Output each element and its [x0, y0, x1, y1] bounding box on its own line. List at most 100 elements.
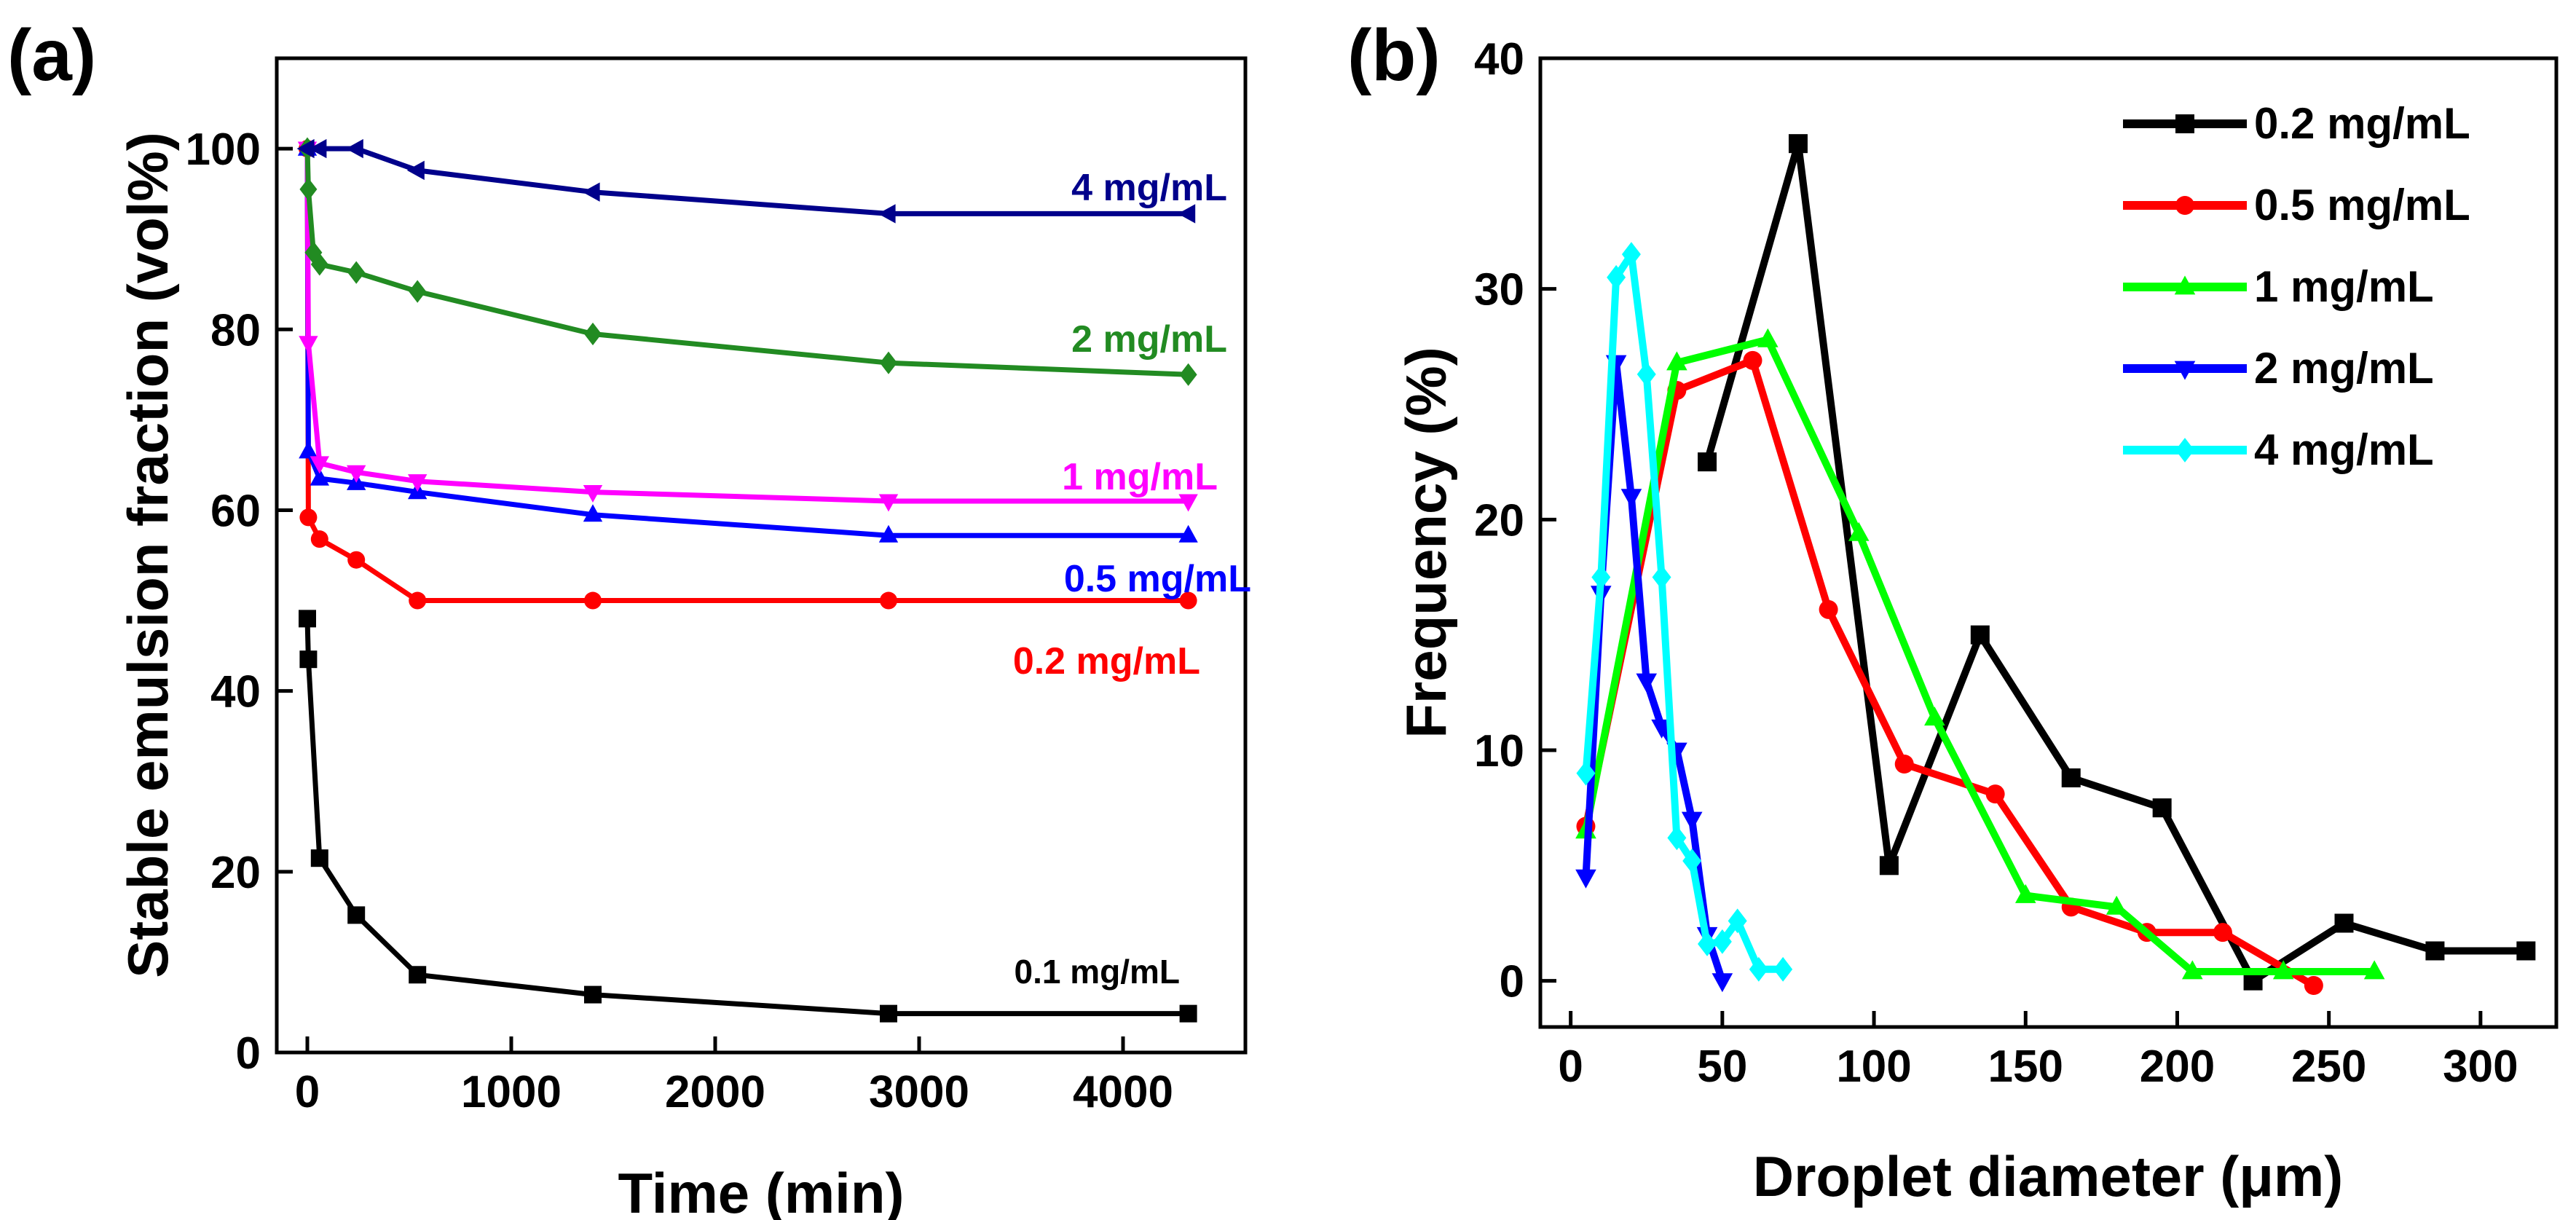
legend-item-2-mg-ml: 2 mg/mL: [2123, 344, 2434, 393]
data-point-2-mg-ml: [584, 322, 602, 346]
data-point-0-5-mg-ml: [1894, 755, 1914, 774]
series-1-mg-ml: [1575, 328, 2385, 980]
panel-a-series: [296, 137, 1198, 1023]
data-point-0-5-mg-ml: [878, 524, 899, 543]
data-point-0-2-mg-ml: [1879, 856, 1899, 875]
data-point-0-2-mg-ml: [2061, 768, 2081, 787]
y-tick-label: 20: [210, 848, 261, 898]
x-tick-label: 200: [2140, 1042, 2215, 1092]
x-tick-label: 0: [1558, 1042, 1583, 1092]
y-tick-label: 60: [210, 486, 261, 536]
series-line-0-1-mg-ml: [304, 618, 1189, 1017]
series-4-mg-ml: [1576, 242, 1793, 982]
data-point-4-mg-ml: [296, 138, 315, 159]
data-point-0-1-mg-ml: [584, 985, 602, 1004]
data-point-1-mg-ml: [310, 456, 329, 474]
data-point-1-mg-ml: [2363, 960, 2385, 980]
series-0-2-mg-ml: [299, 140, 1197, 610]
data-point-0-5-mg-ml: [2213, 923, 2232, 942]
data-point-1-mg-ml: [2272, 960, 2294, 980]
series-line-0-5-mg-ml: [304, 149, 1189, 538]
y-tick-label: 0: [1500, 957, 1524, 1007]
data-point-1-mg-ml: [1924, 707, 1945, 726]
data-point-0-2-mg-ml: [2334, 913, 2354, 933]
data-point-0-1-mg-ml: [347, 906, 366, 924]
data-point-0-1-mg-ml: [1179, 1004, 1197, 1023]
panel-b-label: (b): [1347, 15, 1441, 96]
label-0-2-mgml: 0.2 mg/mL: [1013, 640, 1200, 682]
panel-a-x-ticks: 0 1000 2000 3000 4000: [295, 1036, 1173, 1117]
data-point-2-mg-ml: [1575, 869, 1596, 889]
legend-item-0-5-mg-ml: 0.5 mg/mL: [2123, 181, 2470, 229]
data-point-4-mg-ml: [1591, 564, 1611, 590]
data-point-1-mg-ml: [1178, 494, 1198, 512]
data-point-0-2-mg-ml: [2152, 798, 2172, 818]
x-tick-label: 0: [295, 1067, 320, 1117]
series-line-4-mg-ml: [307, 146, 1189, 216]
panel-a-label: (a): [7, 15, 96, 96]
y-tick-label: 20: [1474, 495, 1524, 546]
data-point-0-2-mg-ml: [584, 591, 602, 610]
x-tick-label: 1000: [461, 1067, 562, 1117]
data-point-0-2-mg-ml: [2425, 941, 2445, 961]
data-point-0-5-mg-ml: [1743, 350, 1762, 370]
x-tick-label: 300: [2443, 1042, 2518, 1092]
x-tick-label: 4000: [1073, 1067, 1173, 1117]
data-point-1-mg-ml: [2181, 960, 2203, 980]
panel-b-y-axis-title: Frequency (%): [1394, 347, 1458, 738]
data-point-0-2-mg-ml: [310, 530, 328, 548]
y-tick-label: 10: [1474, 726, 1524, 776]
data-point-2-mg-ml: [1636, 673, 1658, 693]
legend-marker: [2175, 438, 2194, 463]
data-point-0-2-mg-ml: [1788, 134, 1808, 154]
label-0-5-mgml: 0.5 mg/mL: [1064, 558, 1251, 600]
data-point-4-mg-ml: [1178, 204, 1196, 224]
data-point-0-2-mg-ml: [347, 551, 366, 569]
data-point-0-5-mg-ml: [299, 441, 318, 459]
data-point-1-mg-ml: [1666, 351, 1687, 371]
panel-a-plot-frame: [275, 56, 1248, 1055]
series-line-2-mg-ml: [304, 149, 1189, 377]
legend-label: 1 mg/mL: [2254, 262, 2434, 311]
data-point-2-mg-ml: [1620, 489, 1642, 508]
series-1-mg-ml: [297, 141, 1198, 512]
panel-b-x-axis-title: Droplet diameter (μm): [1753, 1144, 2344, 1208]
panel-a-y-axis-title: Stable emulsion fraction (vol%): [116, 132, 180, 978]
data-point-0-5-mg-ml: [1985, 784, 2005, 804]
panel-b: (b) 0 50 100 150 200 250 300 0 10 20 30 40 Droplet…: [1347, 15, 2559, 1208]
panel-a: (a) 0 1000 2000 3000 4000 0 20 40 60 80 100 Time …: [7, 15, 1251, 1220]
data-point-4-mg-ml: [345, 138, 363, 159]
data-point-4-mg-ml: [1652, 564, 1671, 590]
legend-marker: [2174, 361, 2196, 380]
data-point-4-mg-ml: [582, 182, 600, 202]
data-point-0-1-mg-ml: [409, 966, 427, 984]
panel-b-y-ticks: 0 10 20 30 40: [1474, 34, 1556, 1007]
data-point-0-2-mg-ml: [299, 508, 318, 527]
data-point-1-mg-ml: [2106, 895, 2127, 915]
data-point-4-mg-ml: [1576, 760, 1596, 786]
data-point-4-mg-ml: [1728, 908, 1747, 934]
data-point-0-2-mg-ml: [1179, 591, 1197, 610]
y-tick-label: 30: [1474, 265, 1524, 315]
data-point-0-1-mg-ml: [880, 1004, 897, 1023]
data-point-2-mg-ml: [880, 351, 897, 374]
series-4-mg-ml: [296, 138, 1196, 224]
data-point-1-mg-ml: [1848, 522, 1870, 541]
panel-a-y-ticks: 0 20 40 60 80 100: [186, 125, 293, 1079]
legend-item-0-2-mg-ml: 0.2 mg/mL: [2123, 99, 2470, 148]
data-point-1-mg-ml: [583, 485, 603, 503]
data-point-2-mg-ml: [409, 280, 427, 303]
panel-b-plot-frame: [1538, 56, 2559, 1029]
legend-label: 4 mg/mL: [2254, 425, 2434, 474]
series-line-0-2-mg-ml: [304, 149, 1189, 603]
panel-a-x-axis-title: Time (min): [618, 1161, 905, 1220]
y-tick-label: 100: [186, 125, 261, 175]
x-tick-label: 100: [1836, 1042, 1911, 1092]
data-point-4-mg-ml: [1667, 825, 1687, 851]
series-0-1-mg-ml: [299, 610, 1197, 1023]
y-tick-label: 0: [236, 1028, 261, 1079]
panel-b-x-ticks: 0 50 100 150 200 250 300: [1558, 1011, 2518, 1092]
data-point-1-mg-ml: [878, 494, 899, 512]
data-point-2-mg-ml: [1712, 973, 1733, 993]
